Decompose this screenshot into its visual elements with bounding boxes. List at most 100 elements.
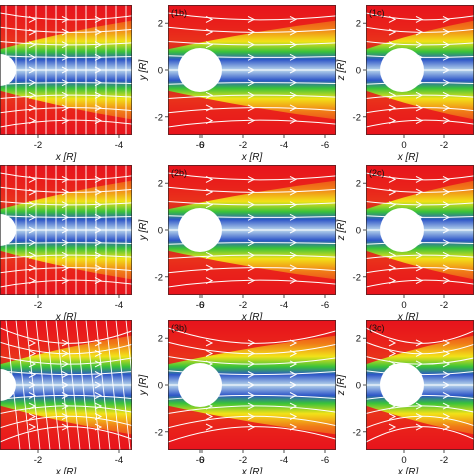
arrowhead-icon bbox=[388, 264, 397, 272]
panel-2-2: (2b) 0 -2 -4 -6 x [R] 2 0 -2 y [R] bbox=[138, 165, 337, 323]
x-tick-label: 0 bbox=[199, 455, 204, 466]
arrowhead-icon bbox=[247, 175, 256, 183]
arrowhead-icon bbox=[247, 251, 256, 259]
x-tick-label: -4 bbox=[115, 300, 123, 311]
x-tick-label: -2 bbox=[34, 300, 42, 311]
arrowhead-icon bbox=[247, 371, 256, 378]
arrowhead-icon bbox=[205, 28, 214, 36]
arrowhead-icon bbox=[61, 66, 70, 74]
arrowhead-icon bbox=[28, 264, 37, 272]
panel-1-2: (1b) 0 -2 -4 -6 x [R] 2 0 -2 y [R] bbox=[138, 5, 337, 163]
x-tick-label: -4 bbox=[280, 455, 288, 466]
arrowhead-icon bbox=[94, 402, 103, 410]
arrowhead-icon bbox=[94, 339, 103, 347]
arrowhead-icon bbox=[61, 53, 70, 61]
streamline bbox=[167, 201, 337, 206]
arrowhead-icon bbox=[94, 350, 103, 357]
x-axis-label: x [R] bbox=[55, 152, 77, 163]
arrowhead-icon bbox=[94, 264, 103, 272]
sphere-icon bbox=[380, 48, 424, 92]
x-tick-label: -4 bbox=[115, 140, 123, 151]
streamline bbox=[0, 426, 133, 443]
arrowhead-icon bbox=[61, 277, 70, 285]
streamline bbox=[167, 327, 337, 344]
arrowhead-icon bbox=[94, 28, 103, 36]
arrowhead-icon bbox=[289, 104, 298, 112]
streamline bbox=[365, 267, 474, 274]
arrowhead-icon bbox=[415, 402, 424, 410]
y-tick-label: 0 bbox=[356, 66, 361, 77]
arrowhead-icon bbox=[205, 201, 214, 209]
arrowhead-icon bbox=[388, 413, 397, 420]
arrowhead-icon bbox=[94, 226, 103, 234]
streamline bbox=[167, 12, 337, 21]
x-tick-label: 0 bbox=[199, 300, 204, 311]
streamline bbox=[365, 119, 474, 128]
arrowhead-icon bbox=[28, 104, 37, 112]
arrowhead-icon bbox=[28, 423, 37, 431]
arrowhead-icon bbox=[205, 104, 214, 112]
arrowhead-icon bbox=[442, 104, 451, 112]
arrowhead-icon bbox=[94, 66, 103, 74]
panel-2-3: (2c) 0 -2 x [R] 2 0 -2 z [R] bbox=[336, 165, 474, 323]
arrowhead-icon bbox=[415, 423, 424, 431]
streamline bbox=[0, 370, 133, 376]
arrowhead-icon bbox=[247, 413, 256, 420]
panel-label: (2b) bbox=[171, 168, 187, 178]
x-tick-label: -2 bbox=[34, 140, 42, 151]
arrowhead-icon bbox=[289, 28, 298, 36]
sphere-icon bbox=[178, 208, 222, 252]
streamline bbox=[365, 327, 474, 344]
arrowhead-icon bbox=[94, 41, 103, 49]
streamline bbox=[365, 356, 474, 365]
arrowhead-icon bbox=[247, 15, 256, 23]
arrowhead-icon bbox=[61, 117, 70, 125]
y-tick-label: 2 bbox=[356, 179, 361, 190]
arrowhead-icon bbox=[289, 413, 298, 420]
arrowhead-icon bbox=[289, 66, 298, 74]
y-axis-label: y [R] bbox=[138, 220, 149, 242]
sphere-icon bbox=[178, 48, 222, 92]
arrowhead-icon bbox=[388, 277, 397, 285]
arrowhead-icon bbox=[61, 239, 70, 247]
field-outer-region bbox=[168, 5, 336, 135]
arrowhead-icon bbox=[289, 175, 298, 183]
arrowhead-icon bbox=[61, 360, 70, 368]
streamline bbox=[365, 172, 474, 181]
y-tick-label: -2 bbox=[353, 272, 361, 283]
y-tick-label: 2 bbox=[356, 19, 361, 30]
arrowhead-icon bbox=[205, 413, 214, 420]
arrowhead-icon bbox=[28, 371, 37, 378]
arrowhead-icon bbox=[247, 213, 256, 221]
streamline bbox=[365, 405, 474, 414]
y-tick-label: 0 bbox=[356, 381, 361, 392]
plot-frame bbox=[168, 5, 336, 135]
arrowhead-icon bbox=[61, 41, 70, 49]
arrowhead-icon bbox=[247, 104, 256, 112]
x-tick-label: 0 bbox=[401, 455, 406, 466]
arrowhead-icon bbox=[388, 188, 397, 196]
arrowhead-icon bbox=[28, 226, 37, 234]
streamline bbox=[365, 41, 474, 46]
sphere-icon bbox=[380, 208, 424, 252]
x-tick-label: -6 bbox=[196, 455, 204, 466]
arrowhead-icon bbox=[442, 53, 451, 61]
arrowhead-icon bbox=[205, 175, 214, 183]
arrowhead-icon bbox=[442, 371, 451, 378]
arrowhead-icon bbox=[415, 360, 424, 368]
streamline bbox=[167, 26, 337, 33]
field-line bbox=[25, 319, 41, 451]
arrowhead-icon bbox=[94, 79, 103, 87]
arrowhead-icon bbox=[388, 350, 397, 357]
arrowhead-icon bbox=[247, 41, 256, 49]
streamline bbox=[365, 107, 474, 114]
arrowhead-icon bbox=[28, 201, 37, 209]
arrowhead-icon bbox=[28, 53, 37, 61]
arrowhead-icon bbox=[28, 251, 37, 259]
arrowhead-icon bbox=[388, 15, 397, 23]
streamline bbox=[167, 415, 337, 429]
arrowhead-icon bbox=[94, 117, 103, 125]
arrowhead-icon bbox=[442, 277, 451, 285]
arrowhead-icon bbox=[415, 188, 424, 196]
arrowhead-icon bbox=[94, 392, 103, 399]
